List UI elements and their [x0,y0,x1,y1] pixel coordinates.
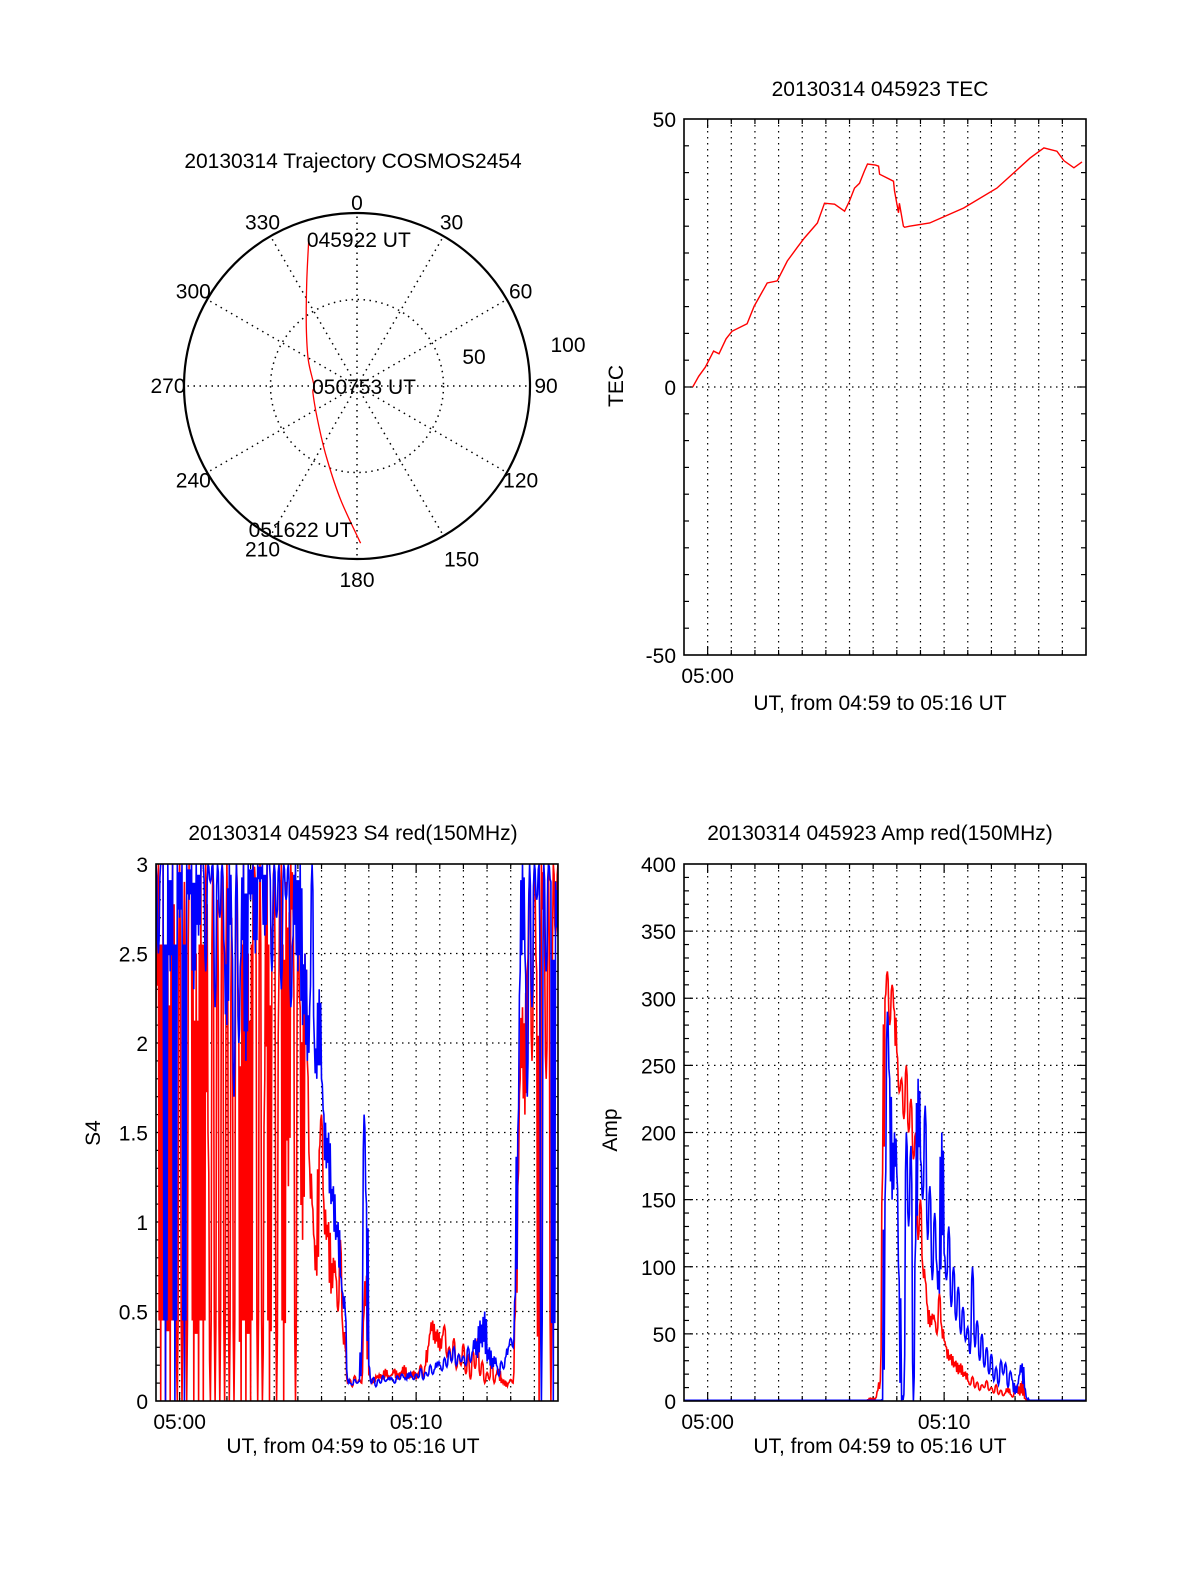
polar-angle-label-0: 0 [351,192,363,215]
amp-xtick-label: 05:00 [681,1411,734,1434]
s4-ytick-label: 0 [136,1391,148,1414]
polar-spoke-300 [206,298,358,387]
trajectory-series [305,236,362,544]
amp-ytick-label: 250 [641,1055,676,1078]
s4-ytick-label: 2.5 [119,944,148,967]
trajectory-title: 20130314 Trajectory COSMOS2454 [184,150,522,173]
s4-ytick-label: 2 [136,1033,148,1056]
polar-angle-label-30: 30 [440,211,463,234]
tec-data [692,147,1083,388]
polar-angle-label-330: 330 [245,211,280,234]
tec-ytick-label: 50 [653,109,676,132]
s4-ytick-label: 3 [136,854,148,877]
tec-grid [684,119,1086,655]
amp-xtick-label: 05:10 [918,1411,971,1434]
polar-spoke-120 [356,385,508,474]
annotation-start-time: 045922 UT [307,229,411,252]
polar-angle-label-90: 90 [534,375,557,398]
tec-title: 20130314 045923 TEC [772,78,989,101]
s4-x-axis-label: UT, from 04:59 to 05:16 UT [226,1435,479,1458]
amp-ytick-label: 100 [641,1257,676,1280]
polar-angle-label-210: 210 [245,539,280,562]
s4-axes-frame [155,863,559,1402]
polar-spoke-60 [356,298,508,387]
polar-spoke-30 [356,235,445,387]
s4-y-axis-label: S4 [82,1120,105,1146]
polar-spoke-150 [356,385,445,537]
tec-series-TEC [692,147,1083,388]
amp-ytick-label: 200 [641,1123,676,1146]
s4-title: 20130314 045923 S4 red(150MHz) [188,822,517,845]
trajectory-annotations: 045922 UT 050753 UT 051622 UT [249,229,417,542]
amp-ytick-label: 0 [664,1391,676,1414]
amp-series-blue [684,1011,1086,1401]
polar-spoke-210 [269,385,358,537]
s4-ytick-label: 0.5 [119,1302,148,1325]
polar-angle-label-180: 180 [339,569,374,592]
amp-ytick-label: 300 [641,988,676,1011]
radial-label-100: 100 [550,334,585,357]
polar-outer-ring [182,211,532,561]
polar-angle-labels: 0 30 60 90 120 150 180 210 240 270 300 330 [150,192,557,592]
s4-ytick-label: 1.5 [119,1123,148,1146]
annotation-end-time: 051622 UT [249,519,353,542]
tec-xtick-label: 05:00 [681,665,734,688]
polar-spoke-330 [269,235,358,387]
polar-angle-label-240: 240 [176,470,211,493]
polar-angle-label-60: 60 [509,281,532,304]
trajectory-polar-plot: 20130314 Trajectory COSMOS2454 0 30 60 90 12… [150,150,585,592]
s4-xtick-label: 05:00 [153,1411,206,1434]
s4-series-blue [156,864,558,1401]
tec-axes-frame [683,118,1087,656]
amp-ytick-label: 150 [641,1190,676,1213]
amp-chart: 20130314 045923 Amp red(150MHz) Amp UT, … [599,822,1087,1458]
amp-ytick-label: 50 [653,1324,676,1347]
amp-data [684,971,1086,1401]
s4-xtick-label: 05:10 [390,1411,443,1434]
tec-x-axis-label: UT, from 04:59 to 05:16 UT [753,692,1006,715]
amp-y-axis-label: Amp [599,1108,622,1151]
tec-chart: 20130314 045923 TEC TEC UT, from 04:59 t… [605,78,1087,715]
polar-spoke-240 [206,385,358,474]
polar-angle-label-270: 270 [150,375,185,398]
trajectory-line [305,236,362,544]
tec-ytick-label: -50 [646,645,676,668]
s4-data [156,864,558,1401]
amp-ytick-label: 400 [641,854,676,877]
annotation-mid-time: 050753 UT [312,376,416,399]
radial-label-50: 50 [462,346,485,369]
tec-y-axis-label: TEC [605,365,628,407]
polar-angle-label-120: 120 [503,470,538,493]
polar-ring-50 [269,298,445,474]
s4-chart: 20130314 045923 S4 red(150MHz) S4 UT, fr… [82,822,559,1458]
tec-ytick-label: 0 [664,377,676,400]
amp-title: 20130314 045923 Amp red(150MHz) [707,822,1053,845]
amp-x-axis-label: UT, from 04:59 to 05:16 UT [753,1435,1006,1458]
amp-ytick-label: 350 [641,921,676,944]
polar-angle-label-150: 150 [444,549,479,572]
s4-ytick-label: 1 [136,1212,148,1235]
amp-axes-frame [683,863,1087,1402]
polar-angle-label-300: 300 [176,281,211,304]
polar-grid [182,211,532,561]
